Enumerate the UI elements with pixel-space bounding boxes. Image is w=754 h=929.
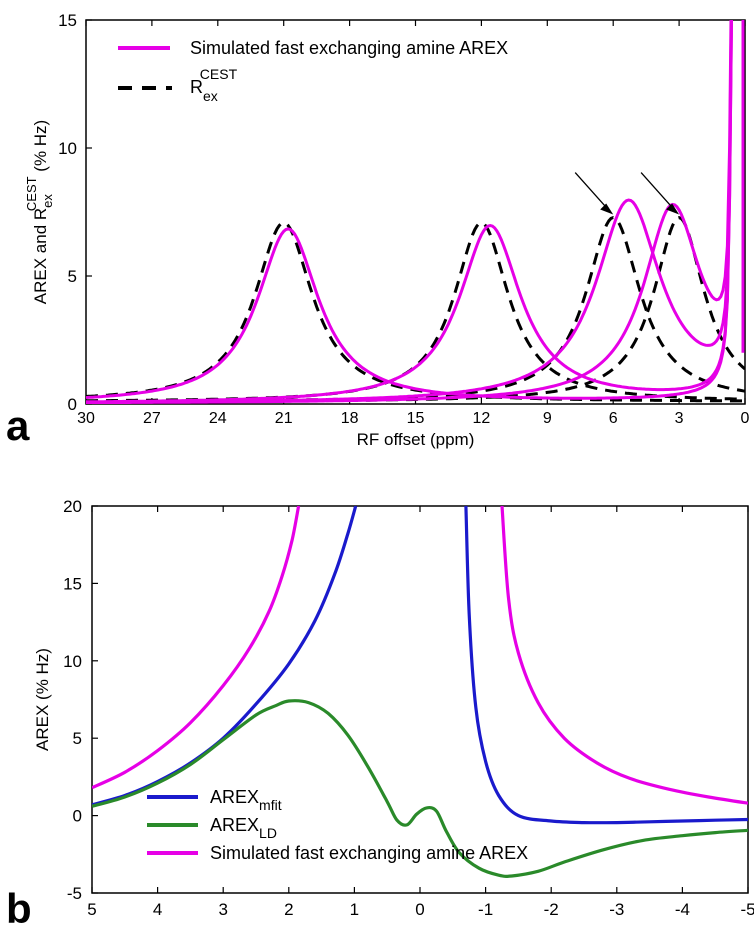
- plot-area-b: [91, 505, 749, 894]
- y-tick-label-b: 0: [73, 807, 82, 826]
- x-tick-label-b: -1: [478, 900, 493, 919]
- x-tick-label-a: 12: [473, 410, 491, 427]
- x-tick-label-b: 4: [153, 900, 162, 919]
- series-simulated-fast-exchanging-amine-arex-seg-1: [92, 506, 301, 790]
- y-tick-label-b: 15: [63, 574, 82, 593]
- x-tick-label-a: 21: [275, 410, 293, 427]
- x-tick-label-b: -3: [609, 900, 624, 919]
- panel-label-b: b: [6, 885, 32, 929]
- x-tick-label-b: 0: [415, 900, 424, 919]
- x-tick-label-a: 30: [77, 410, 95, 427]
- y-tick-label-a: 0: [68, 395, 77, 414]
- x-tick-label-a: 3: [675, 410, 684, 427]
- y-tick-label-a: 10: [58, 139, 77, 158]
- rex-cest-curve-2: [86, 221, 745, 403]
- panel-label-a: a: [6, 402, 30, 449]
- x-axis-label-a: RF offset (ppm): [357, 430, 475, 449]
- x-tick-label-a: 27: [143, 410, 161, 427]
- x-tick-label-b: 2: [284, 900, 293, 919]
- x-tick-label-a: 6: [609, 410, 618, 427]
- y-tick-label-b: 5: [73, 729, 82, 748]
- rex-cest-curve-3: [86, 216, 745, 403]
- legend-label-rex: RexCEST: [190, 66, 238, 104]
- curves-a: [86, 20, 745, 404]
- y-tick-label-b: 20: [63, 497, 82, 516]
- y-tick-label-a: 15: [58, 11, 77, 30]
- curves-b: [92, 506, 748, 878]
- legend-label-1: AREXmfit: [210, 787, 282, 813]
- x-tick-label-b: -4: [675, 900, 690, 919]
- legend-label-arex: Simulated fast exchanging amine AREX: [190, 38, 508, 58]
- x-tick-label-b: 1: [350, 900, 359, 919]
- x-tick-label-a: 15: [407, 410, 425, 427]
- x-tick-label-a: 18: [341, 410, 359, 427]
- y-axis-label-b: AREX (% Hz): [33, 648, 52, 751]
- series-arex-mfit-seg-2: [464, 506, 748, 825]
- legend-label-3: Simulated fast exchanging amine AREX: [210, 843, 528, 863]
- legend-a: Simulated fast exchanging amine AREX RexC…: [118, 38, 508, 104]
- series-arex-mfit-seg-1: [92, 506, 358, 807]
- x-tick-label-b: 5: [87, 900, 96, 919]
- y-tick-label-b: -5: [67, 884, 82, 903]
- y-axis-label-a: AREX and RexCEST (% Hz): [24, 120, 55, 304]
- y-tick-label-b: 10: [63, 652, 82, 671]
- rex-cest-curve-1: [86, 221, 745, 403]
- series-simulated-fast-exchanging-amine-arex-seg-2: [500, 506, 748, 805]
- x-tick-label-b: -5: [740, 900, 754, 919]
- arrow-head-2: [666, 203, 680, 215]
- x-tick-label-b: -2: [544, 900, 559, 919]
- legend-label-2: AREXLD: [210, 815, 277, 841]
- arex-curve-4: [86, 20, 733, 404]
- plot-area-a: [85, 19, 746, 405]
- y-tick-label-a: 5: [68, 267, 77, 286]
- arex-curve-1: [86, 20, 734, 400]
- arrow-line-1: [574, 172, 609, 210]
- x-tick-label-a: 9: [543, 410, 552, 427]
- arex-curve-2: [86, 20, 733, 404]
- series-arex-ld-seg-1: [92, 699, 748, 878]
- arrow-line-2: [640, 172, 675, 210]
- x-tick-label-a: 0: [741, 410, 750, 427]
- x-tick-label-a: 24: [209, 410, 227, 427]
- arrow-head-1: [600, 203, 614, 215]
- arex-curve-3: [86, 20, 733, 404]
- x-tick-label-b: 3: [218, 900, 227, 919]
